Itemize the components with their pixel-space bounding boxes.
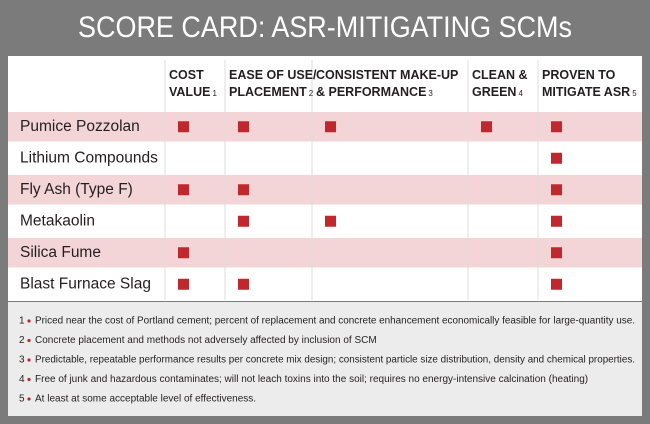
column-header: VALUE 1 [169,85,217,99]
column-header-line: CLEAN & [472,68,528,82]
footnote-bullet [27,338,31,343]
column-header-line: GREEN [472,85,516,99]
column-header-line: PROVEN TO [542,68,616,82]
footnote-ref: 5 [632,89,637,98]
score-mark [551,184,562,196]
row-label: Lithium Compounds [20,149,158,166]
row-label: Metakaolin [20,212,95,229]
score-mark [178,121,189,133]
score-mark [178,184,189,196]
column-header-line: VALUE [169,85,210,99]
column-header-line: CONSISTENT MAKE-UP [316,68,458,82]
column-header: CONSISTENT MAKE-UP [316,68,458,82]
footnote-panel [8,302,642,416]
score-mark [551,215,562,227]
score-mark [551,278,562,290]
row-band [8,238,642,268]
score-mark [178,247,189,259]
score-mark [481,121,492,133]
score-mark [238,278,249,290]
score-mark [238,215,249,227]
footnote-bullet [27,319,31,323]
score-mark [325,121,336,133]
footnote-number: 1 [19,316,25,327]
title: SCORE CARD: ASR-MITIGATING SCMs [78,11,572,44]
column-header: PROVEN TO [542,68,616,82]
score-mark [238,121,249,133]
column-header: & PERFORMANCE 3 [316,85,433,99]
footnote-text: Free of junk and hazardous contaminates;… [35,374,588,385]
row-label: Blast Furnace Slag [20,275,151,292]
row-band [8,175,642,205]
score-mark [238,184,249,196]
footnote-text: At least at some acceptable level of eff… [35,394,256,405]
footnote-text: Concrete placement and methods not adver… [35,335,377,346]
column-header: MITIGATE ASR 5 [542,85,637,99]
column-header-line: EASE OF USE/ [229,68,317,82]
column-header-line: COST [169,68,204,82]
row-label: Silica Fume [20,244,101,261]
footnote-ref: 4 [518,89,523,98]
footnote-bullet [27,397,31,401]
footnote-bullet [27,358,31,362]
score-mark [325,215,336,227]
column-header: PLACEMENT 2 [229,85,314,99]
column-header: GREEN 4 [472,85,523,99]
footnote-text: Priced near the cost of Portland cement;… [35,316,635,327]
score-mark [178,278,189,290]
score-mark [551,152,562,164]
footnote-number: 2 [19,335,25,346]
score-mark [551,121,562,133]
footnote-number: 3 [19,355,25,366]
footnote-bullet [27,377,31,382]
column-header-line: MITIGATE ASR [542,85,630,99]
footnote-number: 5 [19,394,25,405]
column-header-line: PLACEMENT [229,85,307,99]
footnote-number: 4 [19,374,25,385]
footnote-ref: 2 [309,89,314,98]
row-label: Pumice Pozzolan [20,118,140,135]
score-mark [551,247,562,259]
column-header: COST [169,68,204,82]
row-label: Fly Ash (Type F) [20,181,133,198]
footnote-ref: 3 [428,89,433,98]
column-header: EASE OF USE/ [229,68,317,82]
column-header: CLEAN & [472,68,528,82]
column-header-line: & PERFORMANCE [316,85,426,99]
footnote-text: Predictable, repeatable performance resu… [35,355,635,366]
footnote-ref: 1 [212,89,217,98]
